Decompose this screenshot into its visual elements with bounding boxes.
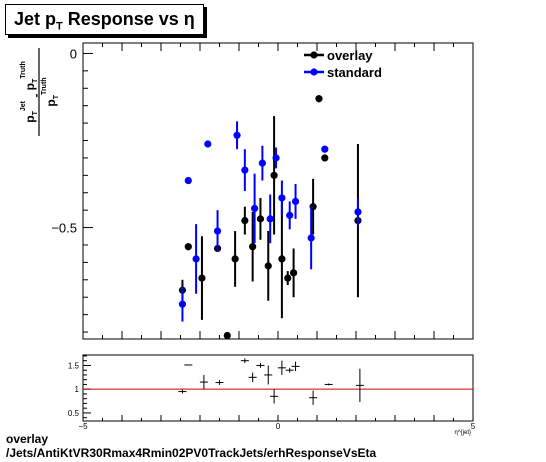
title-main: Jet p (14, 9, 57, 29)
data-point-overlay (264, 262, 272, 270)
ratio-x-tick-label: −5 (78, 422, 88, 431)
data-point-overlay (278, 255, 286, 263)
data-point-standard (213, 227, 222, 235)
data-point-standard (251, 204, 259, 213)
data-point-overlay (256, 215, 265, 223)
title-subscript: T (56, 20, 63, 33)
data-point-standard (266, 215, 274, 223)
legend-marker-standard (310, 68, 318, 76)
data-point-overlay (249, 243, 257, 251)
data-point-standard (307, 234, 315, 242)
chart-title: Jet pT Response vs η (5, 4, 204, 35)
footer-path: /Jets/AntiKtVR30Rmax4Rmin02PV0TrackJets/… (6, 446, 377, 460)
data-point-overlay (184, 243, 192, 251)
data-point-overlay (270, 171, 278, 179)
data-point-standard (178, 300, 187, 308)
ratio-x-tick-label: 0 (276, 422, 281, 431)
main-y-tick-label: −0.5 (51, 221, 77, 236)
legend-label-standard: standard (327, 65, 382, 80)
data-point-standard (354, 208, 362, 216)
data-point-standard (184, 176, 192, 185)
data-point-overlay (231, 255, 239, 263)
ratio-plot-frame (82, 354, 474, 422)
data-point-standard (291, 197, 300, 206)
data-point-overlay (198, 274, 206, 282)
y-axis-label-numerator: pTJet - pTTruth (20, 61, 43, 123)
ratio-x-tick-label: 5 (471, 422, 476, 431)
title-rest: Response vs η (62, 9, 195, 29)
footer-label: overlay (6, 432, 49, 446)
ratio-y-tick-label: 0.5 (68, 409, 80, 418)
data-point-standard (192, 255, 200, 263)
data-point-standard (204, 140, 212, 148)
data-point-overlay (284, 274, 292, 282)
data-point-overlay (290, 269, 298, 277)
data-point-standard (272, 154, 280, 162)
data-point-standard (321, 145, 329, 153)
data-point-standard (233, 131, 241, 139)
data-point-overlay (321, 154, 329, 162)
data-point-standard (258, 159, 266, 167)
data-point-overlay (241, 217, 249, 225)
data-point-standard (241, 166, 249, 174)
data-point-overlay (223, 331, 231, 340)
data-point-standard (278, 194, 286, 202)
y-axis-label-denominator: pTTruth (41, 77, 60, 106)
ratio-y-tick-label: 1.5 (68, 361, 80, 370)
ratio-y-tick-label: 1 (75, 385, 80, 394)
ratio-x-axis-label: η^{jet} (455, 430, 472, 436)
data-point-standard (286, 211, 294, 219)
legend-label-overlay: overlay (327, 48, 373, 63)
main-y-tick-label: 0 (70, 46, 77, 61)
data-point-overlay (315, 95, 323, 103)
legend-marker-overlay (310, 51, 318, 59)
main-plot-frame (82, 42, 474, 340)
